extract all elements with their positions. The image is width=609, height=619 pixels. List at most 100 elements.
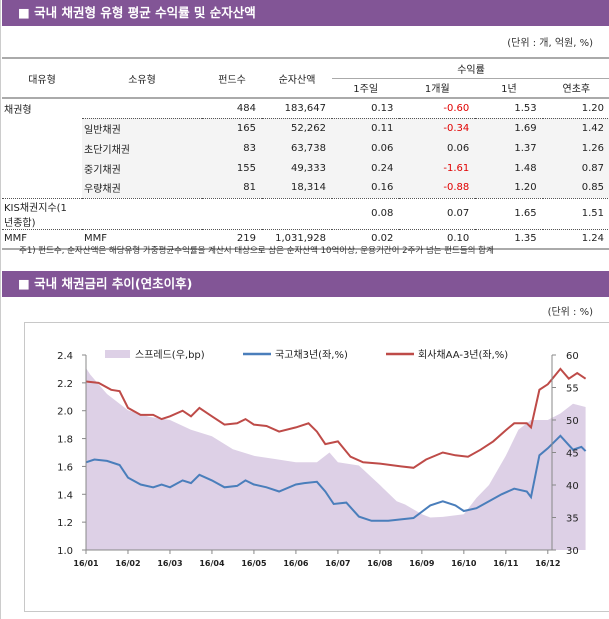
x-tick-label: 16/03 bbox=[157, 559, 182, 568]
cell-w1: 0.11 bbox=[332, 117, 400, 138]
y-tick-label: 1.8 bbox=[57, 435, 73, 446]
cell-funds bbox=[202, 197, 262, 229]
col-1w: 1주일 bbox=[353, 84, 379, 96]
cell-ytd: 0.85 bbox=[542, 178, 609, 198]
y-tick-label: 1.6 bbox=[57, 462, 73, 473]
cell-w1: 0.24 bbox=[332, 158, 400, 178]
cell-assets: 49,333 bbox=[262, 158, 332, 178]
x-tick-label: 16/07 bbox=[325, 559, 350, 568]
col-major: 대유형 bbox=[28, 74, 56, 86]
cell-minor: 중기채권 bbox=[82, 158, 202, 178]
cell-w1: 0.16 bbox=[332, 178, 400, 198]
cell-w1: 0.02 bbox=[332, 228, 400, 249]
col-ytd: 연초후 bbox=[562, 84, 591, 96]
x-tick-label: 16/10 bbox=[451, 559, 477, 568]
table-row: 일반채권 165 52,262 0.11 -0.34 1.69 1.42 bbox=[2, 117, 609, 138]
spread-area bbox=[86, 368, 586, 550]
col-1m: 1개월 bbox=[424, 84, 450, 96]
y-tick-label: 1.2 bbox=[57, 518, 73, 529]
x-tick-label: 16/04 bbox=[199, 559, 225, 568]
cell-major: 채권형 bbox=[4, 105, 32, 116]
x-tick-label: 16/01 bbox=[73, 559, 99, 568]
cell-m1: 0.10 bbox=[399, 228, 476, 249]
cell-minor: MMF bbox=[82, 228, 202, 249]
section2-title: ■ 국내 채권금리 추이(연초이후) bbox=[2, 271, 609, 297]
cell-minor: 일반채권 bbox=[82, 117, 202, 138]
cell-y1: 1.65 bbox=[475, 197, 543, 229]
cell-assets: 18,314 bbox=[262, 178, 332, 198]
corp-aa-3y-line bbox=[85, 367, 587, 469]
col-returns: 수익률 bbox=[332, 58, 609, 79]
bond-fund-table: 대유형 소유형 펀드수 순자산액 수익률 1주일 1개월 1년 연초후 채권형 4… bbox=[2, 57, 609, 250]
x-tick-label: 16/05 bbox=[241, 559, 267, 568]
col-1y: 1년 bbox=[501, 84, 517, 96]
cell-funds: 155 bbox=[202, 158, 262, 178]
cell-m1: 0.07 bbox=[399, 197, 476, 229]
table-row: KIS채권지수(1년종합) 0.08 0.07 1.65 1.51 bbox=[2, 197, 609, 229]
cell-ytd: 0.87 bbox=[542, 158, 609, 178]
x-tick-label: 16/02 bbox=[115, 559, 140, 568]
col-funds: 펀드수 bbox=[218, 74, 246, 86]
cell-ytd: 1.24 bbox=[542, 228, 609, 249]
legend-label: 국고채3년(좌,%) bbox=[275, 349, 348, 361]
table-row: 우량채권 81 18,314 0.16 -0.88 1.20 0.85 bbox=[2, 178, 609, 198]
table-row: MMF MMF 219 1,031,928 0.02 0.10 1.35 1.24 bbox=[2, 228, 609, 249]
y2-tick-label: 55 bbox=[566, 384, 579, 395]
x-tick-label: 16/08 bbox=[367, 559, 393, 568]
table-footnote: 주1) 펀드수, 순자산액은 해당유형 가중평균수익률을 계산시 대상으로 삼은… bbox=[19, 246, 494, 256]
cell-m1: -0.60 bbox=[443, 102, 470, 114]
cell-ytd: 1.26 bbox=[542, 138, 609, 158]
chart-frame bbox=[24, 322, 609, 612]
col-minor: 소유형 bbox=[128, 74, 156, 86]
cell-funds: 484 bbox=[236, 102, 256, 114]
cell-y1: 1.37 bbox=[475, 138, 543, 158]
y2-tick-label: 35 bbox=[566, 514, 579, 525]
cell-w1: 0.08 bbox=[332, 197, 400, 229]
x-tick-label: 16/12 bbox=[535, 559, 560, 568]
cell-w1: 0.13 bbox=[371, 102, 394, 114]
y2-tick-label: 45 bbox=[566, 449, 579, 460]
y-tick-label: 1.4 bbox=[57, 490, 73, 501]
section1-title: ■ 국내 채권형 유형 평균 수익률 및 순자산액 bbox=[2, 0, 609, 26]
chart-unit: (단위 : %) bbox=[547, 307, 593, 318]
cell-y1: 1.35 bbox=[475, 228, 543, 249]
x-tick-label: 16/09 bbox=[409, 559, 435, 568]
table-unit: (단위 : 개, 억원, %) bbox=[507, 38, 593, 49]
table-row: 초단기채권 83 63,738 0.06 0.06 1.37 1.26 bbox=[2, 138, 609, 158]
cell-ytd: 1.42 bbox=[542, 117, 609, 138]
cell-assets: 63,738 bbox=[262, 138, 332, 158]
gov-3y-line bbox=[85, 434, 587, 522]
cell-y1: 1.53 bbox=[514, 102, 537, 114]
cell-w1: 0.06 bbox=[332, 138, 400, 158]
y-tick-label: 2.0 bbox=[57, 407, 73, 418]
cell-y1: 1.20 bbox=[475, 178, 543, 198]
y2-tick-label: 60 bbox=[566, 351, 579, 362]
cell-minor bbox=[82, 197, 202, 229]
cell-m1: -0.34 bbox=[399, 117, 476, 138]
y2-tick-label: 50 bbox=[566, 416, 579, 427]
cell-m1: -0.88 bbox=[399, 178, 476, 198]
cell-funds: 219 bbox=[202, 228, 262, 249]
cell-funds: 83 bbox=[202, 138, 262, 158]
x-tick-label: 16/11 bbox=[493, 559, 519, 568]
y-tick-label: 1.0 bbox=[57, 546, 73, 557]
cell-ytd: 1.20 bbox=[581, 102, 604, 114]
cell-major: MMF bbox=[2, 228, 82, 249]
cell-y1: 1.69 bbox=[475, 117, 543, 138]
legend-label: 회사채AA-3년(좌,%) bbox=[418, 349, 508, 361]
x-tick-label: 16/06 bbox=[283, 559, 309, 568]
cell-major: KIS채권지수(1년종합) bbox=[2, 197, 82, 229]
col-assets: 순자산액 bbox=[278, 74, 316, 86]
cell-assets: 52,262 bbox=[262, 117, 332, 138]
cell-minor: 우량채권 bbox=[82, 178, 202, 198]
legend-swatch-spread bbox=[105, 350, 130, 358]
cell-y1: 1.48 bbox=[475, 158, 543, 178]
y2-tick-label: 30 bbox=[566, 546, 579, 557]
cell-m1: -1.61 bbox=[399, 158, 476, 178]
cell-minor: 초단기채권 bbox=[82, 138, 202, 158]
cell-assets: 183,647 bbox=[284, 102, 326, 114]
cell-funds: 165 bbox=[202, 117, 262, 138]
legend-label: 스프레드(우,bp) bbox=[135, 349, 205, 361]
y-tick-label: 2.2 bbox=[57, 379, 73, 390]
